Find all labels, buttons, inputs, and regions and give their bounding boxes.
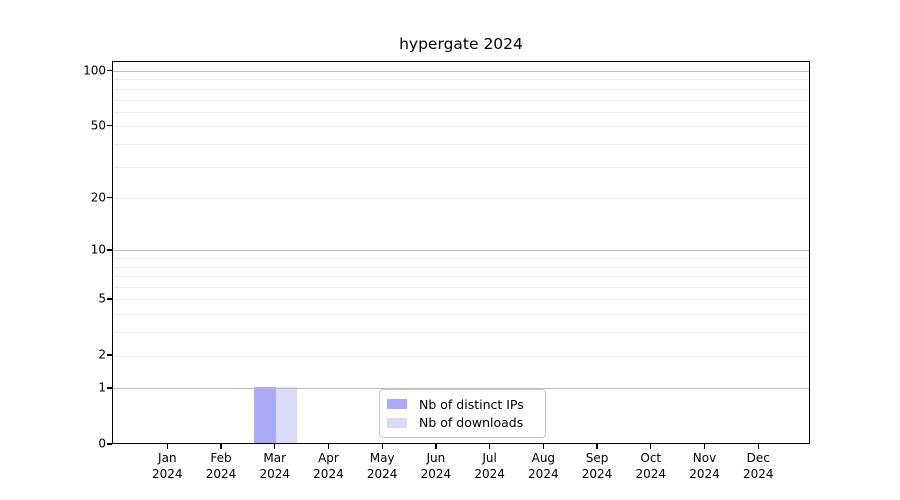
y-tick-label-1: 1 [98,380,106,395]
y-axis-labels: 0 1 2 5 10 20 50 100 [0,61,106,451]
legend-item-downloads: Nb of downloads [387,415,537,430]
x-tick-label-feb-2024: Feb 2024 [205,451,237,481]
y-tick-mark-100 [107,69,112,72]
legend-swatch-distinct-ips [387,399,407,410]
y-tick-label-100: 100 [83,63,106,78]
x-tick-label-jul-2024: Jul 2024 [474,451,505,481]
x-tick-mark-jan-2024 [166,444,168,449]
bars-layer [113,62,809,443]
legend: Nb of distinct IPs Nb of downloads [379,389,546,438]
x-tick-mark-oct-2024 [650,444,652,449]
y-tick-mark-0 [107,443,112,445]
x-tick-label-sep-2024: Sep 2024 [581,451,613,481]
plot-area: Nb of distinct IPs Nb of downloads [112,61,810,444]
y-tick-mark-20 [107,196,112,199]
x-axis-labels: Jan 2024 Feb 2024 Mar 2024 Apr 2024 May 2024… [112,451,810,491]
x-tick-mark-aug-2024 [542,444,544,449]
chart-title: hypergate 2024 [399,35,523,53]
x-tick-mark-jul-2024 [488,444,491,449]
y-tick-mark-1 [107,387,112,389]
x-tick-label-may-2024: May 2024 [366,451,398,481]
bar-nb-of-distinct-ips-mar-2024 [254,386,276,443]
y-tick-label-0: 0 [98,436,106,451]
x-axis-tick-marks [112,444,810,450]
x-tick-mark-mar-2024 [274,444,276,449]
legend-item-distinct-ips: Nb of distinct IPs [387,397,537,412]
legend-swatch-downloads [387,417,407,428]
y-tick-label-2: 2 [98,347,106,362]
y-tick-mark-2 [107,354,112,356]
x-tick-mark-nov-2024 [703,444,706,449]
x-tick-mark-feb-2024 [220,444,222,449]
x-tick-label-mar-2024: Mar 2024 [259,451,290,481]
legend-label-distinct-ips: Nb of distinct IPs [419,396,524,412]
y-tick-mark-50 [107,125,112,127]
y-tick-label-50: 50 [90,118,106,133]
x-tick-label-nov-2024: Nov 2024 [689,451,720,481]
y-tick-label-5: 5 [98,291,106,306]
y-tick-label-20: 20 [90,190,106,205]
bar-nb-of-downloads-mar-2024 [275,386,298,443]
legend-label-downloads: Nb of downloads [419,415,524,431]
x-tick-mark-sep-2024 [596,444,598,449]
y-tick-mark-5 [107,298,112,300]
x-tick-mark-apr-2024 [327,444,330,449]
x-tick-mark-may-2024 [381,444,383,449]
y-tick-label-10: 10 [90,242,106,257]
x-tick-mark-jun-2024 [435,444,437,449]
x-tick-label-aug-2024: Aug 2024 [528,451,559,481]
x-tick-label-apr-2024: Apr 2024 [313,451,344,481]
y-tick-mark-10 [107,249,112,251]
x-tick-label-jun-2024: Jun 2024 [420,451,452,481]
x-tick-label-jan-2024: Jan 2024 [152,451,183,481]
x-tick-mark-dec-2024 [757,444,759,449]
y-axis-tick-marks [107,61,112,445]
x-tick-label-dec-2024: Dec 2024 [742,451,774,481]
x-tick-label-oct-2024: Oct 2024 [635,451,667,481]
